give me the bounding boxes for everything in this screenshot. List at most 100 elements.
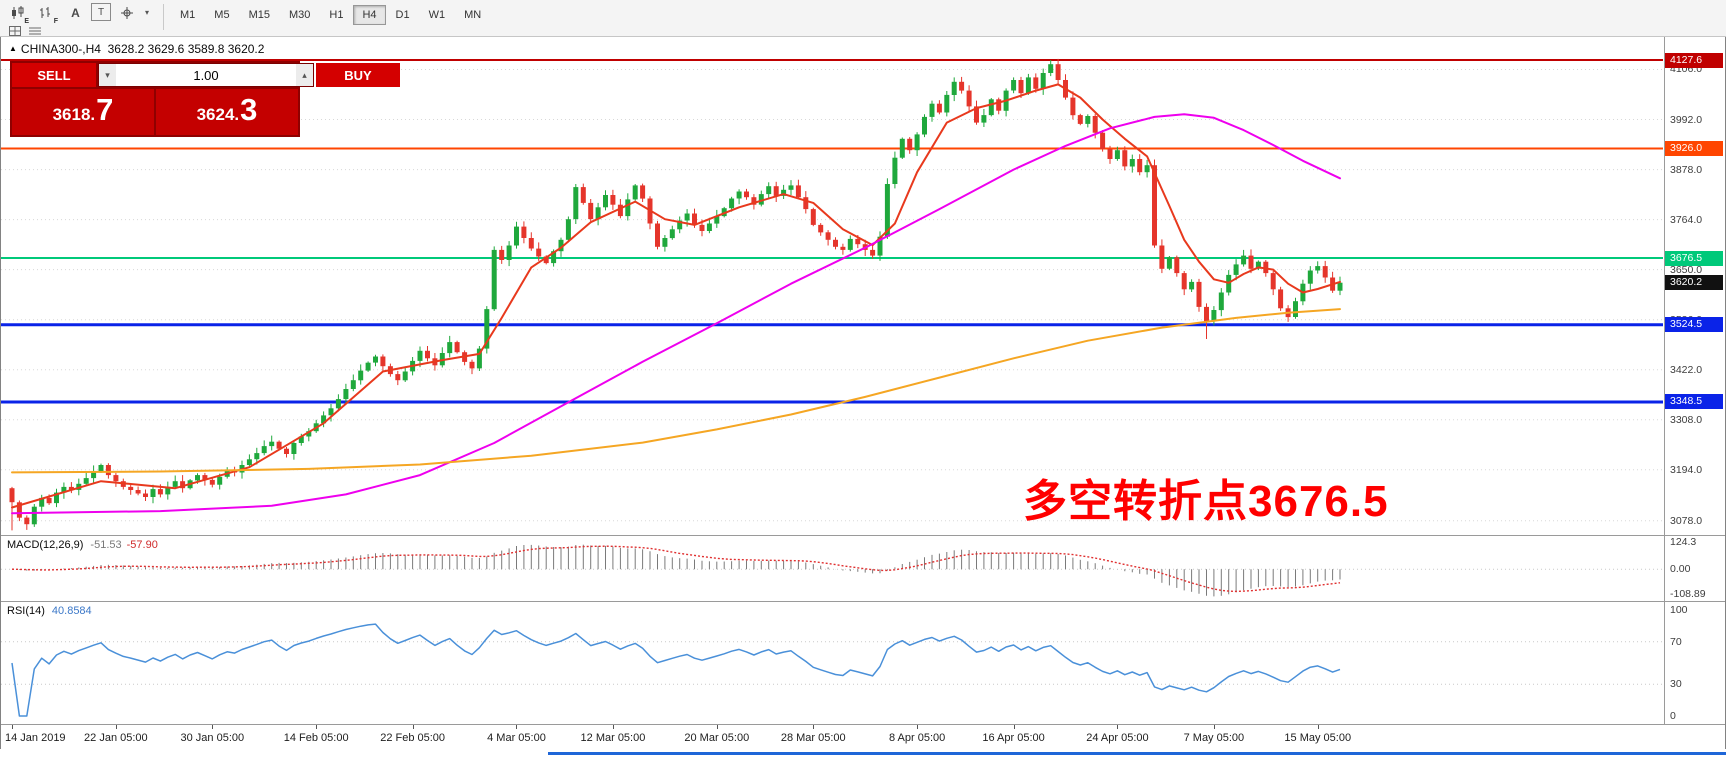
chart-symbol-header: ▲ CHINA300-,H4 3628.2 3629.6 3589.8 3620.… xyxy=(9,42,264,56)
timeframe-m15[interactable]: M15 xyxy=(240,5,279,25)
price-scale-label: 3878.0 xyxy=(1670,163,1703,176)
time-axis-label: 15 May 05:00 xyxy=(1284,732,1352,744)
time-axis-tick xyxy=(212,725,214,729)
sell-price-main: 3618. xyxy=(52,105,96,124)
toolbar-separator xyxy=(163,4,164,30)
time-axis-label: 24 Apr 05:00 xyxy=(1086,732,1149,744)
time-axis-tick xyxy=(917,725,919,729)
level-price-tag: 3676.5 xyxy=(1665,250,1723,266)
price-scale-label: 3078.0 xyxy=(1670,514,1703,527)
price-scale-label: 3194.0 xyxy=(1670,463,1703,476)
one-click-trading-panel: SELL ▾ ▴ BUY 3618.7 3624.3 xyxy=(10,61,400,137)
level-price-tag: 3926.0 xyxy=(1665,140,1723,156)
rsi-plot[interactable]: RSI(14) 40.8584 xyxy=(1,602,1665,724)
time-axis-label: 14 Jan 2019 xyxy=(5,732,66,744)
icon-badge: F xyxy=(53,18,58,25)
macd-label-row: MACD(12,26,9) -51.53 -57.90 xyxy=(7,539,158,551)
rsi-label-row: RSI(14) 40.8584 xyxy=(7,605,92,617)
time-axis-tick xyxy=(1013,725,1015,729)
time-axis-tick xyxy=(412,725,414,729)
sell-price[interactable]: 3618. 7 xyxy=(12,89,154,135)
collapse-triangle-icon[interactable]: ▲ xyxy=(9,44,17,53)
volume-input[interactable] xyxy=(116,64,296,86)
time-axis-label: 22 Jan 05:00 xyxy=(84,732,148,744)
timeframe-switcher: M1 M5 M15 M30 H1 H4 D1 W1 MN xyxy=(171,0,490,25)
bottom-accent-line xyxy=(548,752,1726,755)
level-price-tag: 3348.5 xyxy=(1665,394,1723,410)
timeframe-h4[interactable]: H4 xyxy=(353,5,386,25)
time-axis-label: 7 May 05:00 xyxy=(1183,732,1245,744)
volume-decrease-caret-icon[interactable]: ▾ xyxy=(99,64,116,86)
macd-scale-label: -108.89 xyxy=(1670,588,1706,600)
time-axis-tick xyxy=(1317,725,1319,729)
timeframe-d1[interactable]: D1 xyxy=(387,5,419,25)
macd-chart xyxy=(1,544,1663,597)
rsi-scale-label: 70 xyxy=(1670,635,1682,648)
time-axis-label: 12 Mar 05:00 xyxy=(580,732,646,744)
time-axis-tick xyxy=(1213,725,1215,729)
sell-price-big-digit: 7 xyxy=(96,92,114,127)
rsi-scale-label: 100 xyxy=(1670,604,1688,616)
bottom-strip xyxy=(0,749,1726,757)
time-axis-label: 22 Feb 05:00 xyxy=(380,732,446,744)
time-axis-tick xyxy=(1117,725,1119,729)
time-axis-label: 14 Feb 05:00 xyxy=(283,732,349,744)
macd-plot[interactable]: MACD(12,26,9) -51.53 -57.90 xyxy=(1,536,1665,601)
price-scale-label: 3764.0 xyxy=(1670,213,1703,226)
chart-window[interactable]: ▲ CHINA300-,H4 3628.2 3629.6 3589.8 3620.… xyxy=(0,36,1726,750)
buy-price[interactable]: 3624. 3 xyxy=(156,89,298,135)
mini-list-icon[interactable] xyxy=(27,25,42,36)
time-axis-label: 28 Mar 05:00 xyxy=(780,732,846,744)
level-price-tag: 3524.5 xyxy=(1665,317,1723,333)
buy-price-main: 3624. xyxy=(196,105,240,124)
candlestick-chart xyxy=(1,58,1663,531)
timeframe-h1[interactable]: H1 xyxy=(320,5,352,25)
candlestick-style-icon[interactable]: E xyxy=(4,2,31,25)
price-scale-label: 3992.0 xyxy=(1670,113,1703,126)
volume-increase-caret-icon[interactable]: ▴ xyxy=(296,64,313,86)
mini-grid-icon[interactable] xyxy=(7,25,22,36)
sell-button[interactable]: SELL xyxy=(12,63,96,87)
rsi-label: RSI(14) xyxy=(7,605,45,617)
rsi-scale: 100 70 30 0 xyxy=(1664,602,1725,724)
time-axis-label: 16 Apr 05:00 xyxy=(982,732,1045,744)
time-axis-tick xyxy=(115,725,117,729)
time-axis-label: 8 Apr 05:00 xyxy=(888,732,946,744)
bar-chart-style-icon[interactable]: F xyxy=(33,2,60,25)
buy-button[interactable]: BUY xyxy=(316,63,400,87)
price-scale-label: 3422.0 xyxy=(1670,363,1703,376)
price-chart-plot[interactable]: ▲ CHINA300-,H4 3628.2 3629.6 3589.8 3620.… xyxy=(1,37,1665,535)
time-axis-label: 4 Mar 05:00 xyxy=(487,732,546,744)
level-price-tag: 4127.6 xyxy=(1665,52,1723,68)
timeframe-w1[interactable]: W1 xyxy=(420,5,455,25)
crosshair-tool-icon[interactable] xyxy=(113,2,140,24)
time-axis-label: 30 Jan 05:00 xyxy=(180,732,245,744)
rsi-panel: RSI(14) 40.8584 100 70 30 0 xyxy=(1,601,1725,724)
macd-panel: MACD(12,26,9) -51.53 -57.90 124.3 0.00 -108.… xyxy=(1,535,1725,601)
timeframe-m1[interactable]: M1 xyxy=(171,5,204,25)
chart-annotation-text: 多空转折点3676.5 xyxy=(1023,477,1389,526)
price-scale: 4106.03992.03878.03764.03650.03536.03422… xyxy=(1664,37,1725,535)
timeframe-mn[interactable]: MN xyxy=(455,5,490,25)
text-label-tool-icon[interactable]: T xyxy=(91,3,111,21)
buy-price-big-digit: 3 xyxy=(240,92,258,127)
current-price-tag: 3620.2 xyxy=(1665,275,1723,291)
icon-badge: E xyxy=(24,18,29,25)
macd-scale-label: 124.3 xyxy=(1670,536,1697,548)
toolbar-mini-row xyxy=(4,25,152,36)
tool-dropdown-caret-icon[interactable]: ▾ xyxy=(144,7,149,17)
macd-label: MACD(12,26,9) xyxy=(7,539,84,551)
time-axis-tick xyxy=(716,725,718,729)
time-axis[interactable]: 14 Jan 2019 22 Jan 05:00 30 Jan 05:00 14 Fe… xyxy=(1,724,1725,750)
timeframe-m30[interactable]: M30 xyxy=(280,5,319,25)
price-scale-label: 3308.0 xyxy=(1670,413,1703,426)
time-axis-tick xyxy=(12,725,13,729)
timeframe-m5[interactable]: M5 xyxy=(205,5,238,25)
time-axis-tick xyxy=(813,725,815,729)
time-axis-tick xyxy=(316,725,318,729)
macd-signal-value: -57.90 xyxy=(126,539,158,551)
rsi-value: 40.8584 xyxy=(51,605,92,617)
toolbar: E F A T ▾ xyxy=(0,0,1726,37)
macd-main-value: -51.53 xyxy=(90,539,122,551)
font-a-icon[interactable]: A xyxy=(71,6,80,20)
